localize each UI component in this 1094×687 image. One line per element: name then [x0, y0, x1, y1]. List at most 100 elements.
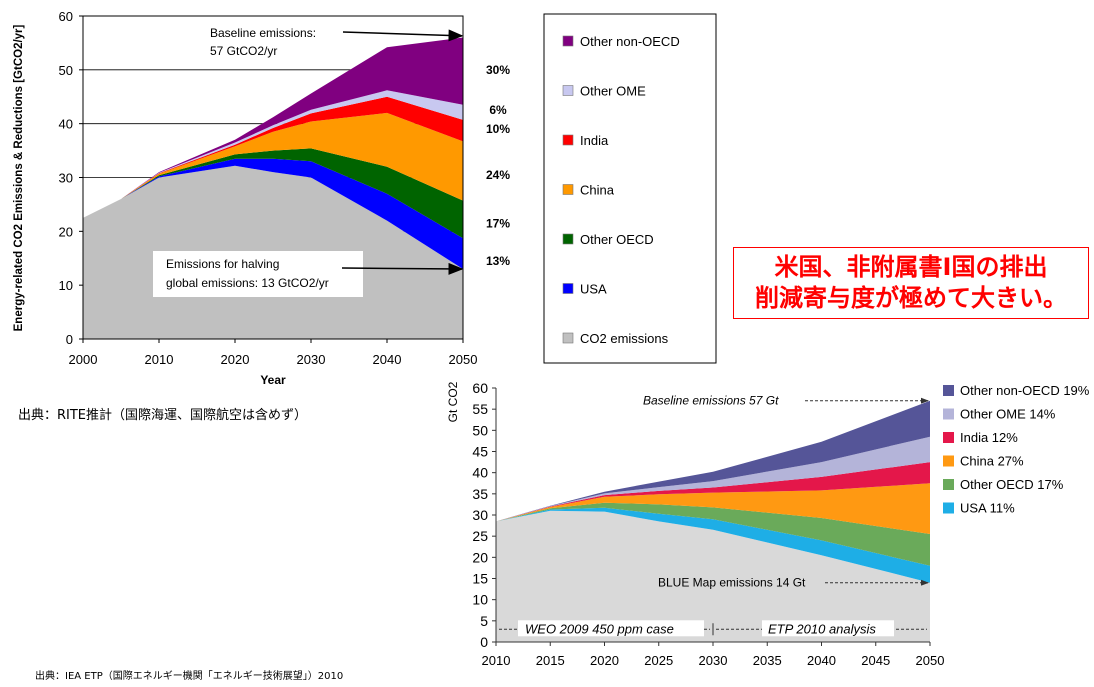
- share-label: 13%: [486, 254, 510, 268]
- annotation-halving-box: [153, 251, 363, 297]
- y2-axis-label: Gt CO2: [446, 381, 460, 422]
- legend-label-china: China: [580, 183, 615, 198]
- arrow-baseline: [342, 29, 464, 42]
- y2-tick-label: 20: [472, 549, 488, 565]
- legend2-swatch-other-oecd-17: [943, 479, 954, 490]
- y2-tick-label: 45: [472, 444, 488, 460]
- legend-label-other-ome: Other OME: [580, 84, 646, 99]
- x2-tick-label: 2020: [590, 653, 619, 668]
- legend2-label-china-27: China 27%: [960, 454, 1024, 469]
- legend-swatch-other-oecd: [562, 233, 574, 245]
- y2-tick-label: 55: [472, 401, 488, 417]
- y2-tick-label: 40: [472, 465, 488, 481]
- annotation-baseline-line2: 57 GtCO2/yr: [210, 44, 277, 58]
- area2-blue-map-emissions: [496, 510, 930, 642]
- annotation2-baseline: Baseline emissions 57 Gt: [643, 394, 779, 408]
- legend-swatch-usa: [562, 283, 574, 294]
- x-axis-label: Year: [260, 373, 286, 387]
- y-tick-label: 40: [59, 117, 73, 132]
- legend2-swatch-india-12: [943, 432, 954, 443]
- y2-tick-label: 10: [472, 592, 488, 608]
- y2-tick-label: 35: [472, 486, 488, 502]
- legend2-swatch-usa-11: [943, 502, 954, 514]
- share-label: 10%: [486, 122, 510, 136]
- annotation-halving-line1: Emissions for halving: [166, 257, 279, 271]
- area2-usa-11: [496, 507, 930, 583]
- legend2-swatch-other-ome-14: [943, 408, 954, 420]
- area-usa: [83, 158, 463, 269]
- share-label: 30%: [486, 63, 510, 77]
- annotation-baseline-line1: Baseline emissions:: [210, 26, 316, 40]
- x2-tick-label: 2050: [916, 653, 945, 668]
- area-other-oecd: [83, 148, 463, 239]
- x2-tick-label: 2010: [482, 653, 511, 668]
- legend-label-other-oecd: Other OECD: [580, 232, 654, 247]
- legend2-swatch-other-non-oecd-19: [943, 385, 954, 396]
- y2-tick-label: 50: [472, 422, 488, 438]
- period-weo-label: WEO 2009 450 ppm case: [525, 621, 674, 636]
- y2-tick-label: 30: [472, 507, 488, 523]
- legend-label-usa: USA: [580, 282, 607, 297]
- period-etp-bg: [762, 620, 894, 637]
- legend-label-other-non-oecd: Other non-OECD: [580, 34, 680, 49]
- x-tick-label: 2040: [373, 352, 402, 367]
- callout-line-2: 削減寄与度が極めて大きい。: [755, 284, 1067, 312]
- x2-tick-label: 2015: [536, 653, 565, 668]
- legend2-label-usa-11: USA 11%: [960, 501, 1015, 516]
- area2-india-12: [496, 462, 930, 522]
- legend2-label-other-ome-14: Other OME 14%: [960, 407, 1056, 422]
- area2-other-oecd-17: [496, 502, 930, 566]
- y-tick-label: 60: [59, 9, 73, 24]
- callout-box: 米国、非附属書Ⅰ国の排出 削減寄与度が極めて大きい。: [733, 247, 1089, 319]
- y-tick-label: 30: [59, 171, 73, 186]
- y-tick-label: 20: [59, 224, 73, 239]
- callout-line-1: 米国、非附属書Ⅰ国の排出: [774, 253, 1048, 281]
- y2-tick-label: 15: [472, 571, 488, 587]
- x-tick-label: 2050: [449, 352, 478, 367]
- legend-label-co2-emissions: CO2 emissions: [580, 331, 669, 346]
- x-tick-label: 2030: [297, 352, 326, 367]
- x2-tick-label: 2045: [861, 653, 890, 668]
- legend2-swatch-china-27: [943, 455, 954, 467]
- legend-label-india: India: [580, 133, 609, 148]
- area-china: [83, 112, 463, 218]
- legend-swatch-other-non-oecd: [562, 35, 574, 47]
- share-label: 17%: [486, 216, 510, 230]
- area-other-ome: [83, 90, 463, 218]
- x2-tick-label: 2030: [699, 653, 728, 668]
- source-note-rite: 出典：RITE推計（国際海運、国際航空は含めず）: [18, 408, 308, 423]
- y2-tick-label: 5: [480, 613, 488, 629]
- y2-tick-label: 25: [472, 528, 488, 544]
- legend-swatch-india: [562, 134, 574, 146]
- legend2-label-other-non-oecd-19: Other non-OECD 19%: [960, 383, 1090, 398]
- x-tick-label: 2000: [69, 352, 98, 367]
- annotation-halving-line2: global emissions: 13 GtCO2/yr: [166, 276, 329, 290]
- legend2-label-other-oecd-17: Other OECD 17%: [960, 477, 1064, 492]
- x2-tick-label: 2035: [753, 653, 782, 668]
- share-label: 24%: [486, 168, 510, 182]
- area2-china-27: [496, 483, 930, 534]
- y2-tick-label: 60: [472, 380, 488, 396]
- y2-tick-label: 0: [480, 634, 488, 650]
- period-weo-bg: [518, 620, 704, 637]
- legend2-label-india-12: India 12%: [960, 430, 1018, 445]
- x2-tick-label: 2025: [644, 653, 673, 668]
- x2-tick-label: 2040: [807, 653, 836, 668]
- area-india: [83, 96, 463, 218]
- y-tick-label: 0: [66, 332, 73, 347]
- legend-swatch-other-ome: [562, 85, 574, 96]
- legend-swatch-co2-emissions: [562, 332, 574, 344]
- x-tick-label: 2010: [145, 352, 174, 367]
- share-label: 6%: [489, 103, 507, 117]
- area-other-non-oecd: [83, 37, 463, 218]
- source-note-iea: 出典：IEA ETP（国際エネルギー機関「エネルギー技術展望」）2010: [35, 671, 344, 682]
- y-axis-label: Energy-related CO2 Emissions & Reduction…: [13, 24, 25, 331]
- y-tick-label: 10: [59, 278, 73, 293]
- y-tick-label: 50: [59, 63, 73, 78]
- annotation2-bluemap: BLUE Map emissions 14 Gt: [658, 576, 806, 590]
- x-tick-label: 2020: [221, 352, 250, 367]
- arrow-halving: [341, 262, 464, 275]
- legend-swatch-china: [562, 184, 574, 195]
- period-etp-label: ETP 2010 analysis: [768, 621, 876, 636]
